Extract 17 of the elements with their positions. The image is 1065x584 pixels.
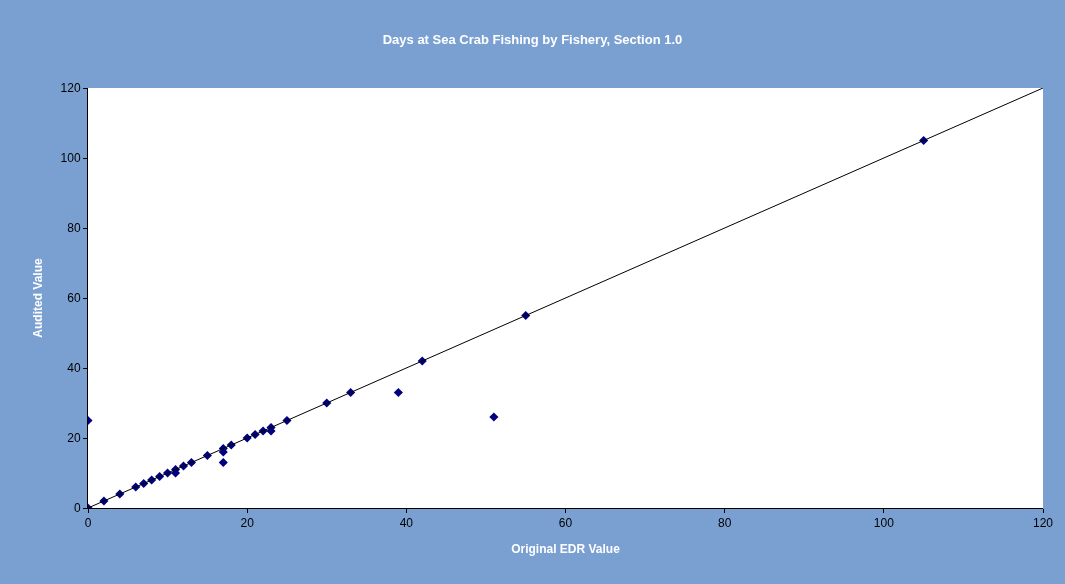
x-tick-label: 120 bbox=[1032, 516, 1054, 531]
y-tick-label: 120 bbox=[60, 81, 81, 96]
y-tick-label: 60 bbox=[67, 291, 81, 306]
y-tick-label: 40 bbox=[67, 361, 81, 376]
y-tick-label: 100 bbox=[60, 151, 81, 166]
x-tick-label: 20 bbox=[240, 516, 255, 531]
x-tick-label: 40 bbox=[399, 516, 414, 531]
x-tick-label: 0 bbox=[84, 516, 92, 531]
y-axis-title: Audited Value bbox=[30, 258, 45, 338]
y-tick-label: 80 bbox=[67, 221, 81, 236]
x-tick-label: 100 bbox=[873, 516, 895, 531]
x-tick-label: 80 bbox=[717, 516, 732, 531]
y-tick-label: 0 bbox=[73, 501, 81, 516]
y-tick-label: 20 bbox=[67, 431, 81, 446]
x-axis-title: Original EDR Value bbox=[511, 542, 621, 557]
x-tick-label: 60 bbox=[558, 516, 573, 531]
chart-title: Days at Sea Crab Fishing by Fishery, Section 1.0 bbox=[382, 32, 683, 48]
